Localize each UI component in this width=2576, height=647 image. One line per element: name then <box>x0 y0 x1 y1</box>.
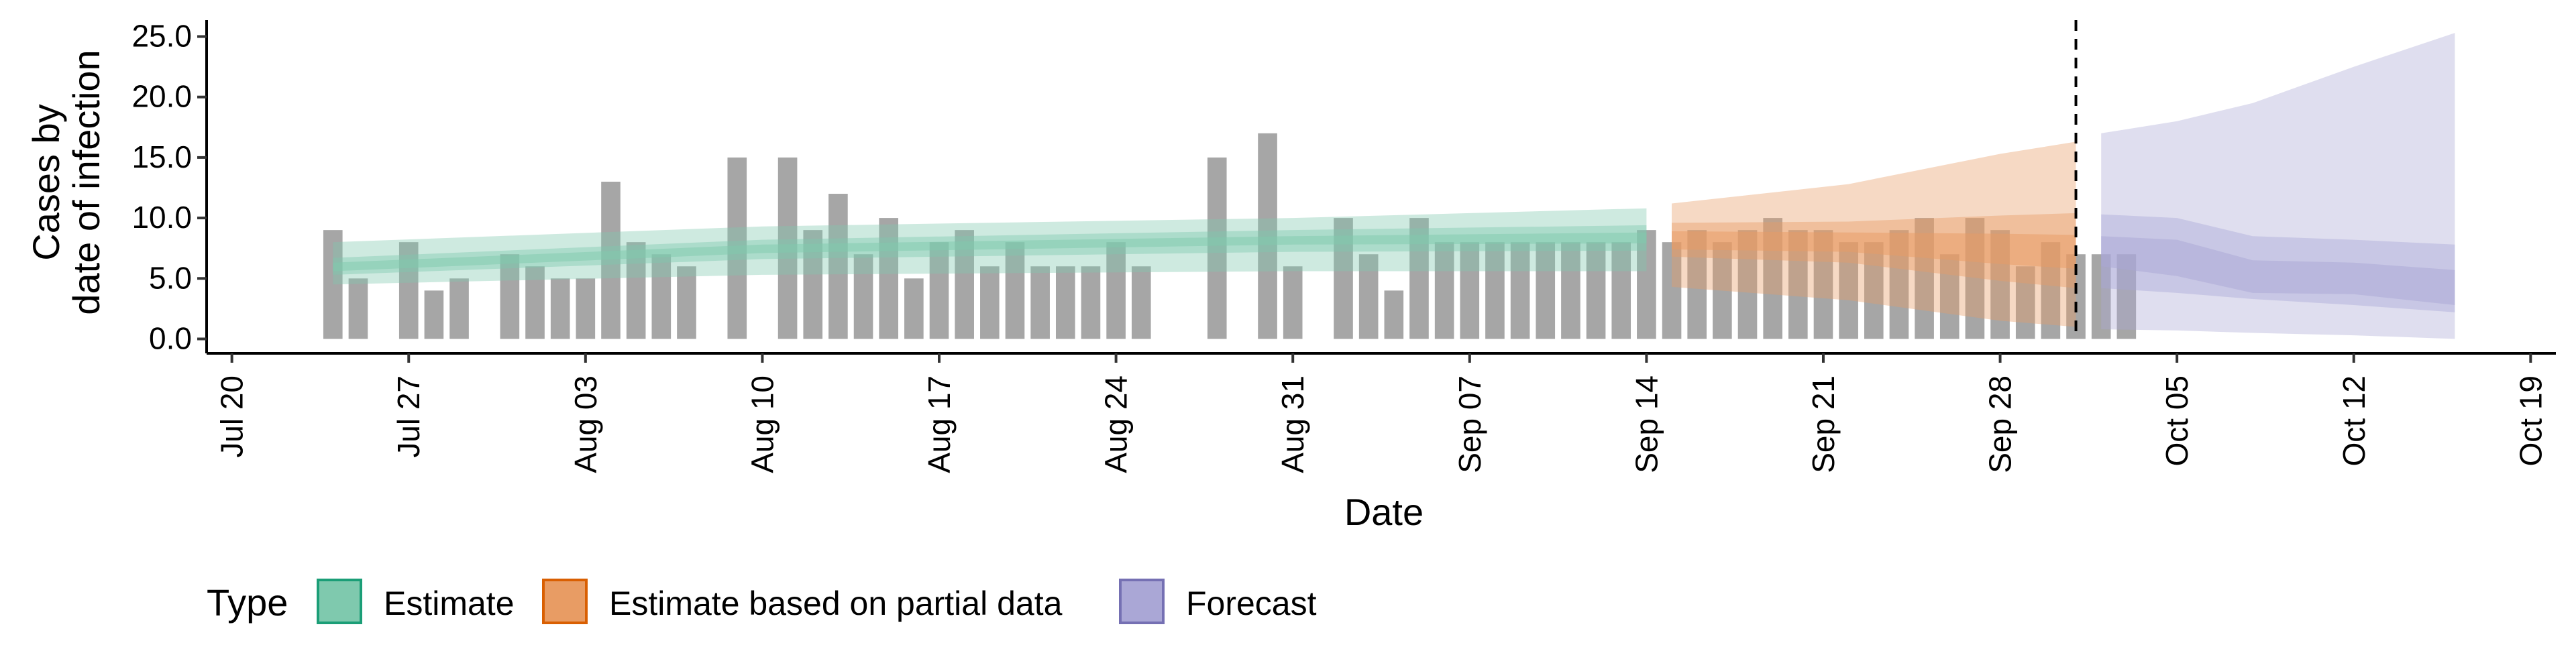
bar <box>398 242 419 339</box>
bar <box>651 254 672 339</box>
bar <box>1005 242 1025 339</box>
band-7570b3-2 <box>2101 236 2455 305</box>
legend-swatch <box>1119 579 1165 624</box>
bar <box>2091 254 2111 339</box>
bar <box>500 254 520 339</box>
bar <box>1384 290 1404 339</box>
legend: Type Estimate Estimate based on partial da… <box>207 579 1317 624</box>
legend-swatch <box>317 579 362 624</box>
bands-layer <box>333 33 2455 339</box>
bar <box>1662 242 1682 339</box>
bar <box>1864 242 1884 339</box>
legend-swatch <box>542 579 588 624</box>
x-tick-label: Aug 17 <box>922 375 957 473</box>
bar <box>1713 242 1732 339</box>
bar <box>2015 266 2035 339</box>
bar <box>879 218 899 339</box>
y-tick-label: 0.0 <box>149 321 192 356</box>
x-tick-label: Oct 05 <box>2159 375 2194 467</box>
bar <box>1510 242 1530 339</box>
bar <box>576 278 596 339</box>
bar <box>525 266 545 339</box>
bar <box>1939 254 1960 339</box>
bar <box>1055 266 1075 339</box>
legend-label: Estimate <box>384 585 515 622</box>
legend-label: Estimate based on partial data <box>609 585 1063 622</box>
bar <box>1283 266 1303 339</box>
x-tick-label: Sep 07 <box>1452 375 1487 473</box>
bar <box>348 278 368 339</box>
y-tick-label: 15.0 <box>131 139 192 174</box>
bar <box>1839 242 1858 339</box>
bar <box>1536 242 1556 339</box>
bar <box>550 278 570 339</box>
band-d95f02-2 <box>1672 231 2076 269</box>
x-tick-label: Oct 19 <box>2513 375 2548 467</box>
bar <box>1081 266 1101 339</box>
bar <box>449 278 469 339</box>
x-tick-label: Sep 14 <box>1629 375 1664 473</box>
x-tick-label: Jul 27 <box>391 375 426 458</box>
bar <box>1637 230 1656 339</box>
bar <box>1485 242 1505 339</box>
bars-layer <box>323 133 2137 339</box>
y-axis-title-line-2: date of infection <box>65 50 107 314</box>
x-tick-label: Jul 20 <box>215 375 250 458</box>
y-axis-title-line-1: Cases by <box>25 104 67 260</box>
axes-layer: 0.0 5.0 10.0 15.0 20.0 25.0 Jul 20 Jul 27 Aug 03… <box>25 19 2556 533</box>
y-tick-label: 10.0 <box>131 200 192 235</box>
bar <box>1434 242 1454 339</box>
bar <box>929 242 949 339</box>
bar <box>424 290 444 339</box>
x-tick-label: Aug 10 <box>745 375 780 473</box>
x-tick-label: Sep 28 <box>1983 375 2018 473</box>
x-tick-label: Oct 12 <box>2337 375 2371 467</box>
y-tick-label: 5.0 <box>149 260 192 295</box>
bar <box>601 181 621 339</box>
bar <box>1131 266 1151 339</box>
bar <box>1358 254 1379 339</box>
bar <box>1460 242 1480 339</box>
bar <box>1586 242 1606 339</box>
y-tick-label: 25.0 <box>131 19 192 54</box>
bar <box>1258 133 1277 339</box>
y-tick-label: 20.0 <box>131 79 192 114</box>
legend-label: Forecast <box>1186 585 1317 622</box>
x-tick-label: Aug 03 <box>568 375 603 473</box>
bar <box>1030 266 1050 339</box>
bar <box>1561 242 1580 339</box>
x-axis-title: Date <box>1344 491 1424 533</box>
bar <box>828 194 848 339</box>
bar <box>677 266 696 339</box>
bar <box>980 266 1000 339</box>
band-1b9e77-2 <box>333 232 1647 272</box>
bar <box>1611 242 1631 339</box>
x-tick-label: Sep 21 <box>1806 375 1841 473</box>
bar <box>1207 157 1227 339</box>
x-tick-label: Aug 24 <box>1099 375 1134 473</box>
bar <box>853 254 873 339</box>
legend-title: Type <box>207 581 288 624</box>
bar <box>323 230 343 339</box>
x-tick-label: Aug 31 <box>1275 375 1310 473</box>
bar <box>904 278 924 339</box>
bar <box>1106 242 1126 339</box>
